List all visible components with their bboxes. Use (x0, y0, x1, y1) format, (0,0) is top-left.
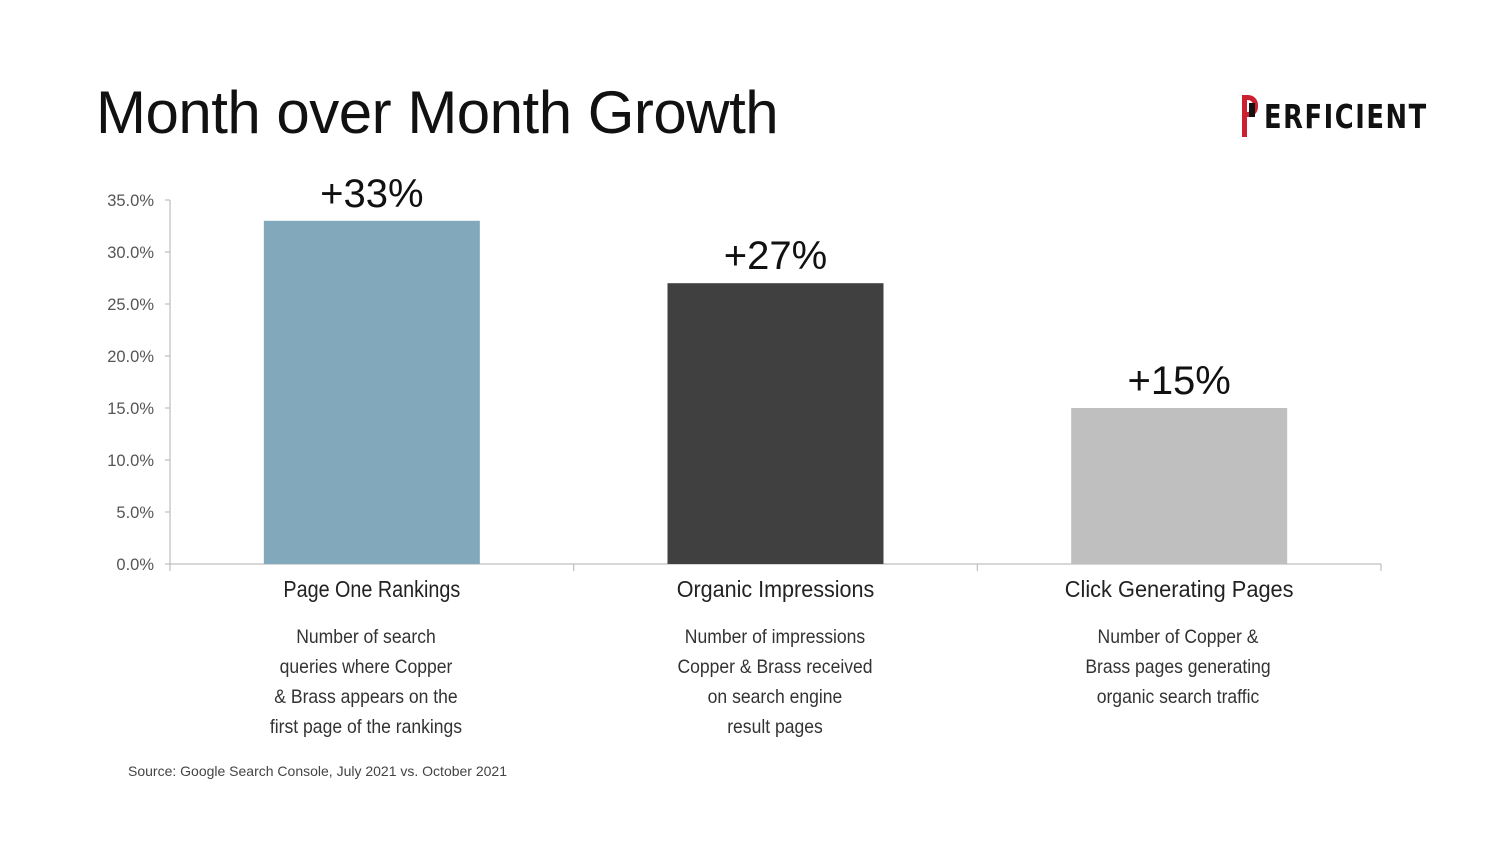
category-label-3: Click Generating Pages (1065, 576, 1294, 602)
bar-3 (1071, 408, 1288, 564)
data-label-3: +15% (1127, 359, 1230, 403)
y-tick-label: 35.0% (107, 192, 154, 210)
y-tick-label: 0.0% (116, 556, 154, 574)
category-label-1: Page One Rankings (283, 576, 460, 602)
category-label-2: Organic Impressions (677, 576, 875, 602)
logo-text: ERFICIENT (1264, 96, 1428, 136)
bar-1 (263, 220, 480, 565)
perficient-logo: ERFICIENT ® (1240, 94, 1474, 138)
page-title: Month over Month Growth (96, 79, 779, 146)
category-description-3: Number of Copper & Brass pages generatin… (1085, 626, 1271, 708)
logo-p-icon (1240, 95, 1260, 137)
y-tick-label: 30.0% (107, 244, 154, 262)
y-tick-label: 25.0% (107, 296, 154, 314)
bar-chart: 0.0% 5.0% 10.0% 15.0% 20.0% 25.0% 30.0% 35.0% +3… (107, 172, 1382, 602)
y-tick-label: 10.0% (107, 452, 154, 470)
category-description-1: Number of search queries where Copper & … (269, 626, 463, 738)
y-tick-label: 5.0% (116, 504, 154, 522)
y-tick-label: 20.0% (107, 348, 154, 366)
source-note: Source: Google Search Console, July 2021… (128, 763, 507, 779)
y-tick-label: 15.0% (107, 400, 154, 418)
data-label-2: +27% (724, 234, 827, 278)
data-label-1: +33% (320, 172, 423, 216)
bar-2 (667, 283, 884, 564)
category-description-2: Number of impressions Copper & Brass rec… (677, 626, 873, 738)
